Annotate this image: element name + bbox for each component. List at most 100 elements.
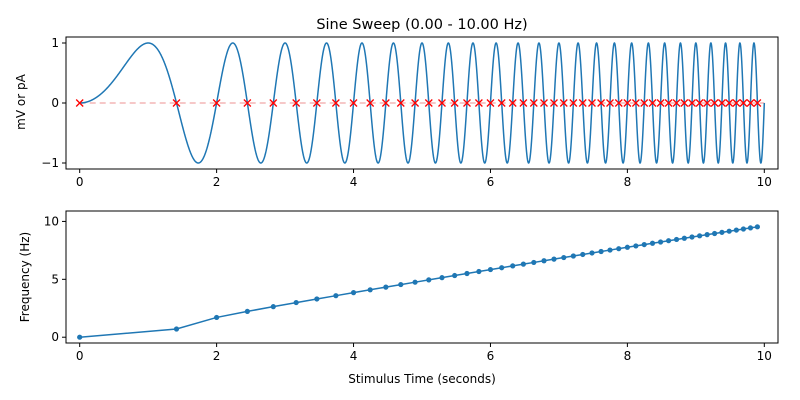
frequency-point: [314, 296, 320, 302]
zero-crossing-marker: [529, 99, 538, 107]
frequency-plot-area: [77, 224, 760, 340]
zero-crossing-marker: [212, 99, 221, 107]
zero-crossing-marker: [559, 99, 568, 107]
zero-crossing-marker: [366, 99, 375, 107]
zero-crossing-marker: [424, 99, 433, 107]
zero-crossing-marker: [519, 99, 528, 107]
frequency-point: [712, 230, 718, 237]
frequency-plot: Frequency (Hz) Stimulus Time (seconds) 0…: [18, 210, 779, 386]
frequency-point: [616, 246, 622, 252]
zero-crossing-marker: [331, 99, 340, 107]
frequency-plot-xlabel: Stimulus Time (seconds): [348, 372, 496, 386]
frequency-point: [704, 232, 710, 238]
zero-crossing-marker: [597, 99, 606, 107]
zero-crossing-marker: [623, 99, 632, 107]
zero-crossing-marker: [578, 99, 587, 107]
sweep-plot: Sine Sweep (0.00 - 10.00 Hz) mV or pA 0 2…: [14, 17, 779, 189]
frequency-point: [561, 254, 567, 261]
frequency-plot-ytick-label: 10: [44, 214, 59, 228]
zero-crossing-marker: [680, 99, 689, 107]
frequency-point: [499, 265, 505, 271]
zero-crossing-marker: [569, 99, 578, 107]
frequency-point: [426, 277, 432, 283]
zero-crossing-marker: [172, 99, 181, 107]
frequency-point: [754, 224, 760, 230]
frequency-plot-ytick-label: 5: [51, 272, 59, 286]
zero-crossing-marker: [396, 99, 405, 107]
zero-crossing-marker: [640, 99, 649, 107]
zero-crossing-marker: [75, 99, 84, 107]
frequency-point: [740, 226, 747, 232]
frequency-plot-yticks: 0 5 10: [44, 214, 66, 344]
zero-crossing-marker: [656, 99, 665, 107]
zero-crossing-marker: [243, 99, 252, 107]
frequency-point: [244, 308, 250, 315]
frequency-point: [476, 268, 482, 275]
sweep-plot-xtick-label: 4: [350, 175, 358, 189]
sine-sweep-line: [79, 42, 766, 164]
frequency-point: [487, 266, 494, 273]
zero-crossing-marker: [710, 99, 719, 107]
zero-crossing-marker: [753, 99, 762, 107]
frequency-point: [520, 261, 526, 267]
frequency-point: [580, 251, 586, 258]
frequency-point: [598, 248, 604, 255]
frequency-point: [214, 314, 220, 321]
zero-crossing-marker: [292, 99, 301, 107]
zero-crossing-marker: [631, 99, 640, 107]
frequency-point: [649, 240, 656, 246]
sweep-plot-xtick-label: 2: [213, 175, 221, 189]
zero-crossing-marker: [695, 99, 704, 107]
zero-crossing-marker: [588, 99, 596, 107]
sweep-plot-ytick-label: −1: [41, 156, 59, 170]
frequency-point: [570, 253, 576, 259]
zero-crossing-marker: [269, 99, 278, 107]
sweep-plot-xticks: 0 2 4 6 8 10: [76, 169, 772, 189]
zero-crossing-marker: [381, 99, 390, 107]
frequency-point: [747, 225, 754, 231]
frequency-point: [589, 250, 595, 256]
frequency-point: [673, 236, 680, 243]
zero-crossing-marker: [664, 99, 673, 107]
frequency-point: [633, 243, 639, 249]
frequency-point: [367, 287, 373, 293]
zero-crossing-marker: [508, 99, 517, 107]
sweep-plot-xtick-label: 8: [624, 175, 632, 189]
frequency-plot-frame: [65, 210, 779, 344]
zero-crossing-marker: [463, 99, 471, 107]
sweep-plot-ytick-label: 1: [51, 36, 59, 50]
frequency-point: [689, 234, 695, 240]
frequency-point: [510, 263, 516, 269]
frequency-point: [726, 228, 732, 234]
zero-crossing-marker: [732, 99, 741, 107]
zero-crossing-marker: [614, 99, 623, 107]
frequency-point: [270, 304, 276, 310]
zero-crossing-marker: [717, 99, 726, 107]
frequency-point: [657, 239, 664, 245]
frequency-plot-ytick-label: 0: [51, 330, 59, 344]
frequency-point: [531, 259, 537, 266]
sweep-plot-ylabel: mV or pA: [14, 73, 28, 129]
frequency-plot-xtick-label: 0: [76, 349, 84, 363]
frequency-point: [293, 299, 299, 306]
frequency-point: [77, 334, 83, 340]
zero-crossing-marker: [688, 99, 696, 107]
zero-crossing-marker: [746, 99, 755, 107]
zero-crossing-marker: [725, 99, 734, 107]
frequency-point: [733, 227, 739, 233]
frequency-point: [551, 256, 557, 262]
zero-crossing-marker: [497, 99, 506, 107]
frequency-point: [641, 241, 647, 248]
frequency-plot-xtick-label: 2: [213, 349, 221, 363]
frequency-point: [665, 238, 672, 244]
zero-crossing-marker: [474, 99, 483, 107]
sweep-plot-title: Sine Sweep (0.00 - 10.00 Hz): [316, 17, 527, 33]
frequency-point: [452, 272, 458, 279]
frequency-point: [464, 270, 470, 277]
sweep-plot-area: [75, 42, 766, 164]
sweep-plot-xtick-label: 6: [487, 175, 495, 189]
frequency-point: [541, 258, 547, 264]
frequency-plot-xtick-label: 10: [757, 349, 772, 363]
sweep-plot-ytick-label: 0: [51, 96, 59, 110]
